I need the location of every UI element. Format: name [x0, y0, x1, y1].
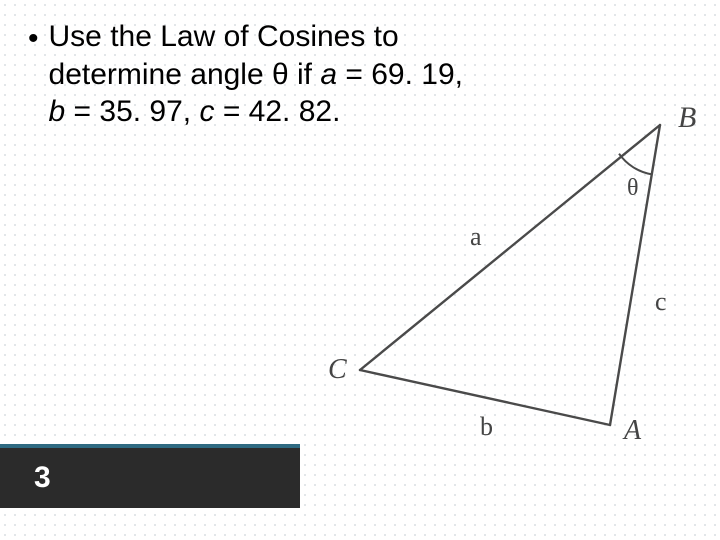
var-c: c: [199, 95, 214, 128]
page-number: 3: [34, 461, 51, 495]
footer-bar: 3: [0, 444, 300, 508]
svg-text:A: A: [622, 415, 642, 446]
bullet-glyph: •: [28, 20, 39, 58]
eq-a: = 69. 19,: [337, 58, 463, 91]
svg-text:a: a: [470, 222, 482, 251]
text-line-2-pre: determine angle θ if: [49, 58, 321, 91]
var-b: b: [49, 95, 66, 128]
eq-b: = 35. 97,: [65, 95, 199, 128]
svg-text:B: B: [678, 101, 696, 134]
text-line-1: Use the Law of Cosines to: [49, 20, 399, 53]
var-a: a: [320, 58, 337, 91]
svg-text:C: C: [328, 354, 347, 385]
slide: • Use the Law of Cosines to determine an…: [0, 0, 720, 540]
svg-text:b: b: [480, 412, 493, 441]
svg-text:c: c: [655, 287, 667, 316]
triangle-svg: B C Aa c b θ: [300, 95, 700, 455]
triangle-diagram: BCAacbθ: [300, 95, 700, 435]
svg-text:θ: θ: [627, 175, 639, 201]
